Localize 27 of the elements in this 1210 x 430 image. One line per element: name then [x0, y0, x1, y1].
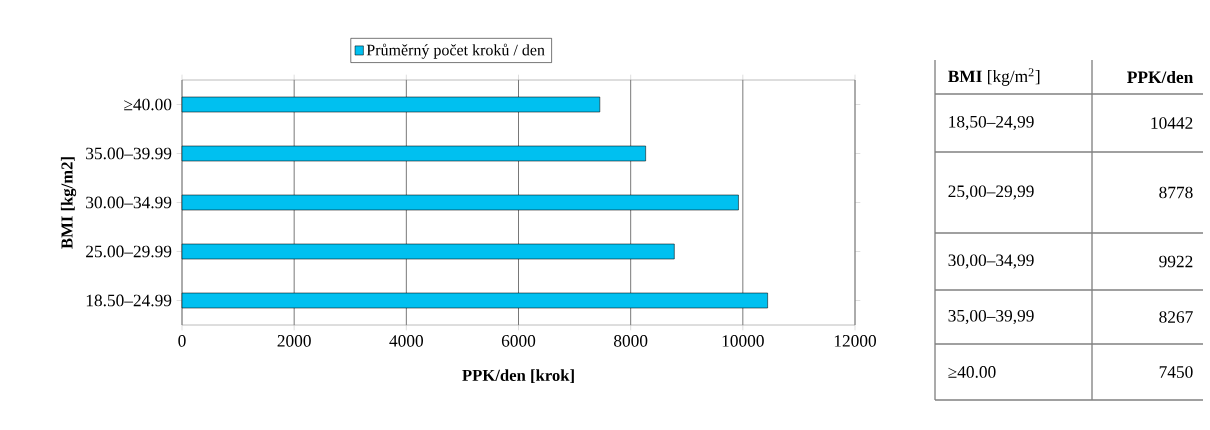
- data-label: 8267: [1159, 311, 1193, 323]
- category-label: 25,00–29,99: [948, 185, 1034, 200]
- data-label: 10442: [1151, 117, 1193, 129]
- y-tick-label: ≥40.00: [124, 98, 172, 111]
- y-tick-label: 18.50–24.99: [86, 294, 172, 307]
- x-tick-label: 4000: [389, 335, 424, 347]
- category-label: 18,50–24,99: [949, 115, 1034, 131]
- data-label: 9922: [1159, 255, 1193, 268]
- data-label: 7450: [1159, 366, 1193, 378]
- x-tick-label: 6000: [501, 335, 536, 347]
- x-tick-label: 12000: [834, 335, 877, 347]
- category-label: 30,00–34,99: [948, 254, 1034, 269]
- legend-label: Průměrný počet kroků / den: [366, 43, 545, 59]
- x-tick-label: 0: [178, 335, 186, 347]
- y-tick-label: 35.00–39.99: [86, 147, 172, 160]
- y-axis-title: BMI [kg/m2]: [60, 157, 77, 249]
- x-tick-label: 10000: [722, 335, 764, 347]
- y-tick-label: 25.00–29.99: [86, 245, 172, 258]
- data-label: 8778: [1159, 186, 1193, 199]
- y-tick-label: 30.00–34.99: [86, 196, 172, 209]
- x-tick-label: 8000: [614, 335, 648, 347]
- text: BMI [kg/m$^{2}$]: [948, 68, 1040, 86]
- text: PPK/den: [1127, 70, 1194, 84]
- x-tick-label: 2000: [277, 335, 311, 347]
- x-axis-title: PPK/den [krok]: [462, 369, 574, 384]
- category-label: ≥40.00: [948, 366, 996, 378]
- category-label: 35,00–39,99: [948, 309, 1034, 325]
